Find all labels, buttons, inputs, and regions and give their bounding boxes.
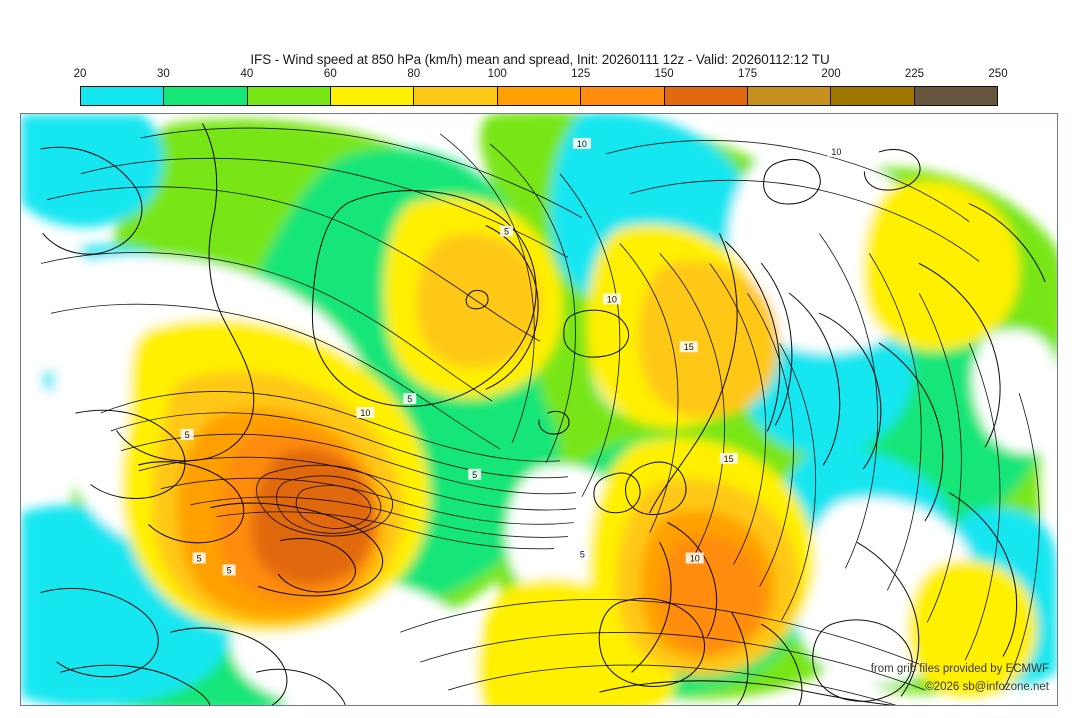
colorbar-tick-175: 175 bbox=[737, 68, 758, 80]
coastlines bbox=[40, 123, 1046, 705]
colorbar-tick-30: 30 bbox=[157, 68, 170, 80]
colorbar-tick-250: 250 bbox=[988, 68, 1008, 80]
svg-text:10: 10 bbox=[831, 147, 841, 157]
colorbar-tick-100: 100 bbox=[487, 68, 507, 80]
svg-text:10: 10 bbox=[690, 553, 700, 563]
colorbar-segment-200-225 bbox=[831, 87, 915, 105]
colorbar-tick-labels: 20 30 40 60 80 100 125 150 175 200 225 250 bbox=[74, 68, 1008, 84]
colorbar-tick-150: 150 bbox=[654, 68, 674, 80]
colorbar: 20 30 40 60 80 100 125 150 175 200 225 250 bbox=[74, 68, 1008, 108]
svg-text:10: 10 bbox=[577, 139, 587, 149]
spread-contours bbox=[40, 127, 1040, 705]
svg-text:15: 15 bbox=[684, 342, 694, 352]
svg-text:10: 10 bbox=[360, 408, 370, 418]
colorbar-segment-100-125 bbox=[497, 87, 582, 105]
colorbar-tick-20: 20 bbox=[73, 68, 87, 80]
svg-text:5: 5 bbox=[197, 553, 202, 563]
colorbar-tick-200: 200 bbox=[821, 68, 841, 80]
svg-text:5: 5 bbox=[472, 470, 477, 480]
colorbar-tick-225: 225 bbox=[904, 68, 925, 80]
colorbar-segment-30-40 bbox=[164, 87, 248, 105]
windspeed-shading bbox=[21, 114, 1057, 705]
colorbar-tick-80: 80 bbox=[407, 68, 421, 80]
svg-text:5: 5 bbox=[580, 550, 585, 560]
svg-text:5: 5 bbox=[185, 430, 190, 440]
svg-text:5: 5 bbox=[227, 565, 232, 575]
colorbar-tick-125: 125 bbox=[571, 68, 591, 80]
colorbar-segment-20-30 bbox=[81, 87, 165, 105]
colorbar-segment-40-60 bbox=[247, 87, 332, 105]
colorbar-segment-225-250 bbox=[914, 87, 997, 105]
svg-text:15: 15 bbox=[724, 454, 734, 464]
map-panel[interactable]: 5 5 5 10 10 10 15 15 bbox=[20, 113, 1058, 706]
colorbar-segment-175-200 bbox=[747, 87, 832, 105]
colorbar-segment-60-80 bbox=[331, 87, 415, 105]
svg-text:5: 5 bbox=[504, 227, 509, 237]
colorbar-segment-150-175 bbox=[664, 87, 748, 105]
colorbar-swatches bbox=[80, 86, 998, 106]
contour-label-group: 5 5 5 10 10 10 15 15 bbox=[180, 137, 846, 575]
map-canvas: 5 5 5 10 10 10 15 15 bbox=[21, 114, 1057, 705]
svg-text:10: 10 bbox=[607, 294, 617, 304]
page-title: IFS - Wind speed at 850 hPa (km/h) mean … bbox=[250, 52, 830, 67]
colorbar-tick-60: 60 bbox=[323, 68, 337, 80]
svg-text:5: 5 bbox=[407, 394, 412, 404]
colorbar-tick-40: 40 bbox=[240, 68, 254, 80]
colorbar-segment-80-100 bbox=[414, 87, 498, 105]
colorbar-segment-125-150 bbox=[581, 87, 665, 105]
